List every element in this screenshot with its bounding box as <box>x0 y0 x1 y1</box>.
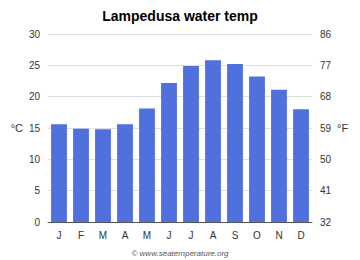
svg-text:0: 0 <box>34 217 40 228</box>
svg-text:M: M <box>143 230 151 241</box>
svg-text:32: 32 <box>320 217 332 228</box>
svg-text:A: A <box>122 230 129 241</box>
svg-text:41: 41 <box>320 185 332 196</box>
svg-text:86: 86 <box>320 29 332 40</box>
svg-text:5: 5 <box>34 185 40 196</box>
svg-text:25: 25 <box>29 60 41 71</box>
svg-text:J: J <box>167 230 172 241</box>
svg-text:°C: °C <box>11 122 23 134</box>
svg-text:30: 30 <box>29 29 41 40</box>
svg-text:59: 59 <box>320 123 332 134</box>
svg-text:15: 15 <box>29 123 41 134</box>
svg-text:M: M <box>99 230 107 241</box>
svg-text:10: 10 <box>29 154 41 165</box>
svg-text:S: S <box>232 230 239 241</box>
svg-text:F: F <box>78 230 84 241</box>
svg-text:D: D <box>297 230 304 241</box>
svg-text:J: J <box>189 230 194 241</box>
svg-text:N: N <box>275 230 282 241</box>
svg-text:°F: °F <box>337 122 348 134</box>
svg-text:50: 50 <box>320 154 332 165</box>
svg-text:77: 77 <box>320 60 332 71</box>
svg-text:20: 20 <box>29 91 41 102</box>
svg-text:A: A <box>210 230 217 241</box>
svg-text:© www.seatemperature.org: © www.seatemperature.org <box>131 249 229 258</box>
svg-text:O: O <box>253 230 261 241</box>
svg-text:J: J <box>57 230 62 241</box>
svg-text:68: 68 <box>320 91 332 102</box>
svg-text:Lampedusa water temp: Lampedusa water temp <box>102 8 258 24</box>
